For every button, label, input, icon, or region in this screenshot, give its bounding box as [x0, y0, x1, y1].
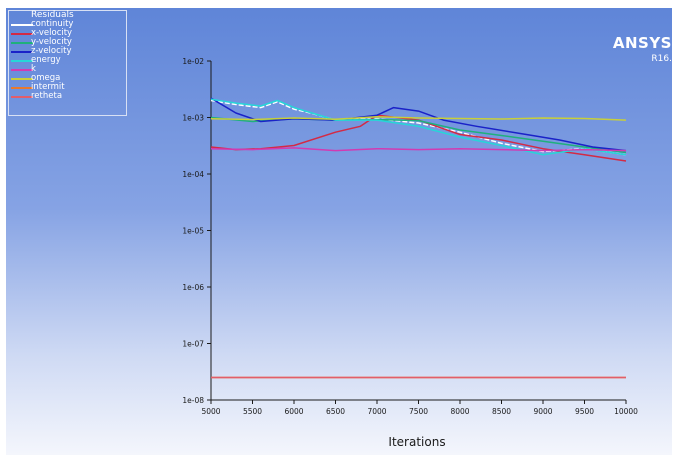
brand-name: ANSYS [612, 34, 672, 52]
residuals-chart: 5000 5500 6000 6500 7000 7500 8000 8500 9000 9500… [182, 57, 638, 449]
legend-item: energy [9, 56, 126, 65]
legend-label: energy [31, 55, 61, 65]
legend-swatch [11, 51, 33, 53]
y-tick-label: 1e-08 [182, 396, 204, 405]
x-tick-label: 10000 [614, 407, 638, 416]
legend-label: k [31, 64, 36, 74]
legend-item: continuity [9, 20, 126, 29]
series-layer [210, 97, 627, 379]
brand-version: R16. [651, 54, 672, 64]
legend-item: k [9, 65, 126, 74]
x-tick-label: 7000 [367, 407, 386, 416]
x-tick-label: 6500 [326, 407, 345, 416]
legend-swatch [11, 60, 33, 62]
legend-label: continuity [31, 19, 74, 29]
legend-label: omega [31, 73, 61, 83]
legend-swatch [11, 42, 33, 44]
legend-item: z-velocity [9, 47, 126, 56]
legend-swatch [11, 87, 33, 89]
series-line-x-velocity [210, 114, 627, 162]
legend-label: intermit [31, 82, 65, 92]
legend-item: omega [9, 74, 126, 83]
legend-swatch [11, 33, 33, 35]
axis-ticks: 5000 5500 6000 6500 7000 7500 8000 8500 9000 9500… [182, 57, 638, 416]
legend-label: retheta [31, 91, 63, 101]
legend-header: Residuals [9, 11, 126, 20]
legend-label: y-velocity [31, 37, 72, 47]
series-line-z-velocity [210, 97, 627, 152]
x-tick-label: 9000 [533, 407, 552, 416]
series-line-energy [210, 98, 627, 156]
y-tick-label: 1e-02 [182, 57, 204, 66]
legend-swatch [11, 96, 33, 98]
legend-swatch [11, 24, 33, 26]
legend-label: x-velocity [31, 28, 73, 38]
chart-window: 5000 5500 6000 6500 7000 7500 8000 8500 9000 9500… [6, 8, 672, 455]
y-tick-label: 1e-07 [182, 340, 204, 349]
x-tick-label: 8000 [450, 407, 469, 416]
y-tick-label: 1e-05 [182, 227, 204, 236]
legend-item: intermit [9, 83, 126, 92]
y-tick-label: 1e-06 [182, 283, 204, 292]
x-tick-label: 9500 [575, 407, 594, 416]
legend-item: y-velocity [9, 38, 126, 47]
ansys-logo: ANSYS R16. [613, 34, 672, 64]
series-line-k [210, 147, 627, 152]
y-tick-label: 1e-04 [182, 170, 204, 179]
legend-title: Residuals [31, 10, 74, 20]
x-tick-label: 7500 [409, 407, 428, 416]
legend: Residuals continuity x-velocity y-veloci… [8, 10, 127, 116]
x-axis-label: Iterations [388, 435, 445, 449]
x-tick-label: 5500 [243, 407, 262, 416]
y-tick-label: 1e-03 [182, 114, 204, 123]
legend-swatch [11, 78, 33, 80]
legend-item: x-velocity [9, 29, 126, 38]
series-line-continuity [210, 99, 627, 156]
legend-item: retheta [9, 92, 126, 101]
x-tick-label: 6000 [284, 407, 303, 416]
legend-swatch [11, 69, 33, 71]
x-tick-label: 8500 [492, 407, 511, 416]
legend-label: z-velocity [31, 46, 72, 56]
series-line-omega [210, 116, 627, 121]
x-tick-label: 5000 [201, 407, 220, 416]
